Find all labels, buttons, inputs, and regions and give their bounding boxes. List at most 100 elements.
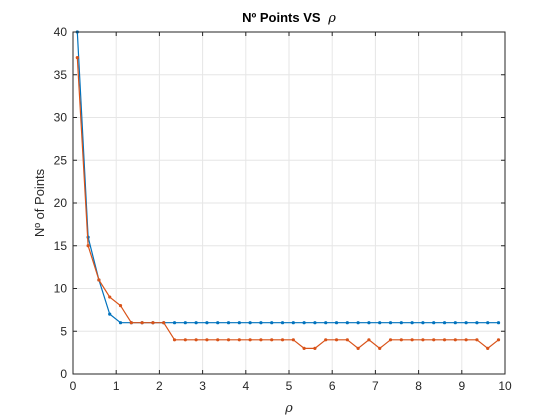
data-point — [226, 321, 231, 325]
y-tick-label: 15 — [54, 239, 68, 253]
data-point — [486, 321, 490, 325]
y-tick-label: 25 — [54, 153, 68, 167]
data-point — [270, 338, 274, 342]
data-point — [108, 312, 112, 316]
data-point — [280, 338, 285, 342]
series-2 — [75, 56, 501, 350]
data-point — [75, 56, 79, 60]
tick-labels: 0 1 2 3 4 5 6 7 8 9 10 0 5 10 15 20 25 30 35 40 — [54, 25, 512, 393]
y-tick-label: 35 — [54, 68, 68, 82]
data-point — [86, 244, 90, 248]
x-tick-label: 1 — [113, 379, 120, 393]
data-point — [464, 321, 468, 325]
data-point — [367, 338, 371, 342]
data-point — [302, 346, 306, 350]
data-point — [324, 321, 328, 325]
data-point — [399, 321, 403, 325]
data-point — [172, 321, 177, 325]
data-point — [496, 321, 501, 325]
series-line — [76, 57, 499, 350]
data-point — [140, 321, 144, 325]
x-tick-label: 4 — [242, 379, 249, 393]
x-tick-label: 10 — [498, 379, 512, 393]
data-point — [432, 338, 436, 342]
data-point — [291, 321, 295, 325]
data-point — [259, 338, 263, 342]
data-point — [410, 321, 414, 325]
data-point — [108, 295, 112, 299]
data-point — [172, 338, 177, 342]
data-point — [356, 346, 360, 350]
data-point — [183, 321, 187, 325]
x-tick-label: 3 — [199, 379, 206, 393]
x-tick-label: 0 — [70, 379, 77, 393]
y-tick-label: 40 — [54, 25, 68, 39]
x-tick-label: 9 — [458, 379, 465, 393]
chart-title-symbol: ρ — [327, 11, 336, 26]
data-point — [421, 338, 425, 342]
data-point — [205, 338, 209, 342]
axes — [72, 31, 506, 375]
data-point — [205, 321, 209, 325]
data-point — [334, 338, 339, 342]
data-point — [280, 321, 285, 325]
y-axis-label: Nº of Points — [32, 168, 47, 237]
y-tick-label: 5 — [60, 324, 67, 338]
data-point — [324, 338, 328, 342]
data-point — [162, 321, 166, 325]
data-point — [388, 321, 393, 325]
y-tick-label: 30 — [54, 111, 68, 125]
x-axis-label: ρ — [284, 401, 293, 416]
data-point — [388, 338, 393, 342]
data-point — [453, 338, 457, 342]
chart-title: Nº Points VS ρ — [242, 10, 336, 26]
data-point — [345, 338, 349, 342]
x-tick-label: 7 — [372, 379, 379, 393]
data-point — [118, 304, 123, 308]
data-point — [151, 321, 155, 325]
data-point — [475, 338, 479, 342]
data-point — [464, 338, 468, 342]
data-point — [237, 321, 241, 325]
data-point — [496, 338, 501, 342]
data-point — [291, 338, 295, 342]
x-tick-label: 5 — [286, 379, 293, 393]
x-tick-label: 2 — [156, 379, 163, 393]
data-point — [118, 321, 123, 325]
data-point — [432, 321, 436, 325]
data-point — [356, 321, 360, 325]
data-point — [410, 338, 414, 342]
data-point — [442, 338, 447, 342]
plot-box — [72, 31, 506, 375]
data-point — [259, 321, 263, 325]
data-point — [486, 346, 490, 350]
data-point — [270, 321, 274, 325]
data-point — [399, 338, 403, 342]
data-point — [313, 321, 317, 325]
data-point — [442, 321, 447, 325]
data-point — [302, 321, 306, 325]
data-point — [183, 338, 187, 342]
data-point — [194, 321, 198, 325]
data-point — [97, 278, 101, 282]
y-tick-label: 10 — [54, 282, 68, 296]
data-point — [475, 321, 479, 325]
data-point — [378, 346, 382, 350]
data-point — [421, 321, 425, 325]
data-point — [334, 321, 339, 325]
data-point — [345, 321, 349, 325]
data-point — [194, 338, 198, 342]
data-point — [226, 338, 231, 342]
data-point — [129, 321, 133, 325]
data-point — [248, 338, 252, 342]
series-line — [76, 31, 499, 324]
data-point — [216, 321, 220, 325]
series-layer — [75, 30, 501, 350]
data-point — [216, 338, 220, 342]
data-point — [313, 346, 317, 350]
data-point — [378, 321, 382, 325]
data-point — [248, 321, 252, 325]
data-point — [367, 321, 371, 325]
y-tick-label: 0 — [60, 367, 67, 381]
